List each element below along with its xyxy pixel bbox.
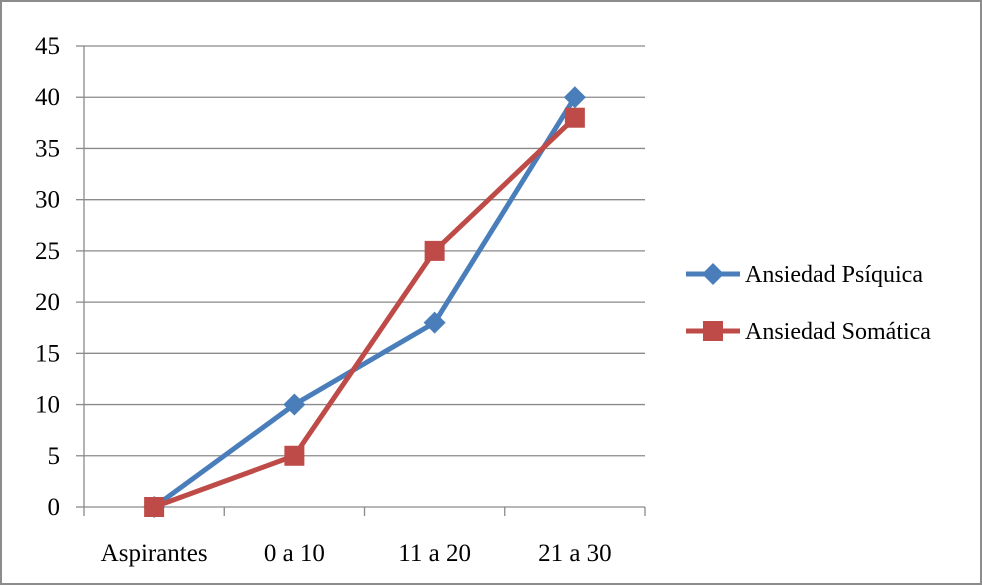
y-tick-label: 10: [35, 392, 60, 419]
series-line-1: [152, 95, 577, 510]
data-point: [563, 86, 586, 109]
axes: [76, 45, 646, 516]
y-tick-label: 0: [48, 494, 61, 521]
data-point: [283, 393, 306, 416]
y-tick-label: 45: [35, 33, 60, 60]
legend-marker: [702, 263, 724, 285]
data-point: [284, 445, 305, 466]
y-tick-label: 30: [35, 187, 60, 214]
legend-marker: [703, 321, 723, 341]
data-point: [423, 311, 446, 334]
y-tick-label: 35: [35, 135, 60, 162]
data-point: [564, 107, 585, 128]
y-tick-label: 40: [35, 84, 60, 111]
legend-label: Ansiedad Psíquica: [745, 262, 923, 288]
x-tick-label: 21 a 30: [538, 540, 612, 567]
y-tick-label: 25: [35, 238, 60, 265]
x-tick-label: 0 a 10: [264, 540, 325, 567]
y-tick-label: 20: [35, 289, 60, 316]
x-axis-tick-labels: Aspirantes 0 a 10 11 a 20 21 a 30: [101, 540, 612, 567]
data-point: [424, 240, 445, 261]
legend-label: Ansiedad Somática: [745, 319, 931, 345]
y-axis-tick-labels: 0 5 10 15 20 25 30 35 40 45: [35, 33, 60, 521]
legend: Ansiedad Psíquica Ansiedad Somática: [686, 262, 931, 345]
series-lines: [143, 86, 586, 518]
data-point: [144, 497, 165, 517]
x-tick-label: 11 a 20: [398, 540, 471, 567]
series-line-2: [153, 115, 577, 510]
y-tick-label: 15: [35, 340, 60, 367]
y-tick-label: 5: [48, 443, 61, 470]
gridlines: [84, 45, 645, 457]
x-tick-label: Aspirantes: [101, 540, 208, 567]
